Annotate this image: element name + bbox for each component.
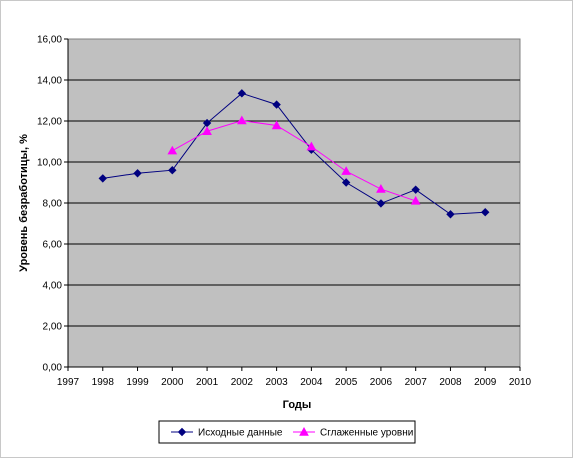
- legend-item: Сглаженные уровни: [293, 426, 413, 439]
- x-tick-label: 2004: [300, 377, 323, 388]
- series-2: [167, 115, 421, 205]
- legend-items: Исходные данные Сглаженные уровни: [171, 426, 413, 439]
- data-point: [98, 174, 107, 183]
- data-point: [446, 210, 455, 219]
- data-point: [376, 184, 386, 193]
- y-tick-label: 12,00: [37, 117, 62, 128]
- legend-marker: [299, 426, 309, 436]
- y-tick-label: 6,00: [43, 240, 63, 251]
- x-tick-label: 2008: [439, 377, 462, 388]
- y-tick-label: 2,00: [43, 322, 63, 333]
- data-point: [236, 115, 247, 125]
- data-point: [271, 120, 282, 130]
- series-group: [98, 89, 490, 219]
- x-tick-label: 2009: [474, 377, 497, 388]
- x-tick-label: 2000: [161, 377, 184, 388]
- legend: Исходные данные Сглаженные уровни: [158, 420, 416, 444]
- x-tick-label: 2003: [265, 377, 288, 388]
- y-tick-label: 14,00: [37, 76, 62, 87]
- data-point: [341, 178, 351, 187]
- data-point: [376, 199, 386, 208]
- y-tick-label: 10,00: [37, 158, 62, 169]
- x-tick-label: 1998: [92, 377, 115, 388]
- y-tick-label: 4,00: [43, 281, 63, 292]
- x-tick-label: 2005: [335, 377, 358, 388]
- x-tick-label: 1997: [57, 377, 80, 388]
- legend-item: Исходные данные: [171, 428, 283, 439]
- y-tick-label: 0,00: [43, 363, 63, 374]
- legend-marker: [177, 427, 187, 437]
- y-tick-label: 16,00: [37, 35, 62, 46]
- data-point: [306, 141, 317, 151]
- legend-label: Сглаженные уровни: [320, 428, 413, 439]
- x-tick-label: 2002: [231, 377, 254, 388]
- y-tick-label: 8,00: [43, 199, 63, 210]
- series-line: [172, 120, 416, 202]
- x-axis-title: Годы: [283, 399, 312, 411]
- data-point: [202, 126, 212, 135]
- data-point: [341, 166, 352, 175]
- x-tick-label: 2006: [370, 377, 393, 388]
- data-point: [411, 185, 420, 194]
- x-axis-ticks: 1997 1998 1999 2000 2001 2002 2003 2004 2005 2006…: [57, 367, 532, 388]
- data-point: [481, 208, 490, 217]
- data-point: [410, 195, 421, 205]
- data-point: [167, 145, 178, 155]
- series-line: [102, 92, 486, 215]
- data-point: [133, 169, 142, 178]
- x-tick-label: 2010: [509, 377, 532, 388]
- y-axis-title: Уровень безработицы, %: [18, 134, 30, 272]
- y-axis-ticks: 0,00 2,00 4,00 6,00 8,00 10,00 12,00 14,00 16,00: [37, 35, 68, 374]
- data-point: [237, 89, 247, 98]
- legend-label: Исходные данные: [198, 428, 283, 439]
- data-point: [272, 100, 281, 109]
- x-tick-label: 2007: [405, 377, 428, 388]
- series-1: [98, 89, 490, 219]
- x-tick-label: 2001: [196, 377, 219, 388]
- data-point: [168, 165, 177, 175]
- legend-box: [158, 420, 416, 444]
- gridlines: [67, 39, 520, 368]
- x-tick-label: 1999: [126, 377, 149, 388]
